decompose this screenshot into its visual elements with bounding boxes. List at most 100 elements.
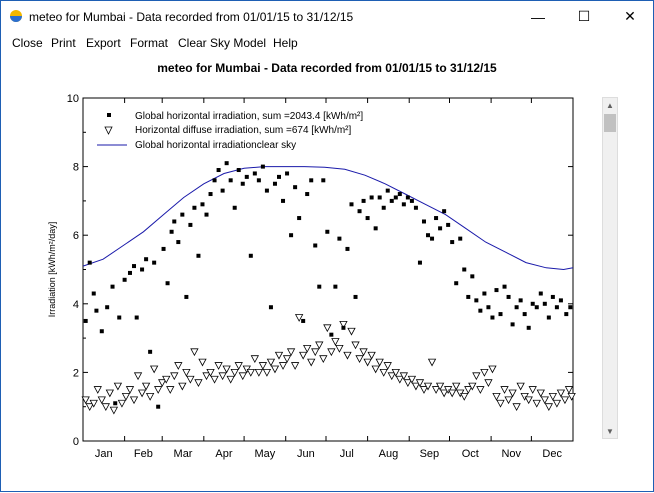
diffuse-point [323,324,332,333]
global-point [417,260,422,265]
global-point [289,233,294,238]
diffuse-point [214,362,223,370]
diffuse-point [206,369,215,377]
menu-clear-sky-model[interactable]: Clear Sky Model [178,36,267,50]
diffuse-point [101,403,110,412]
diffuse-point [359,348,368,357]
diffuse-point [198,358,207,367]
global-point [434,216,439,221]
diffuse-point [492,393,501,401]
global-point [232,205,237,210]
diffuse-point [282,355,292,364]
global-point [474,298,479,303]
diffuse-point [496,399,505,408]
diffuse-point [238,372,247,381]
global-point [260,164,265,169]
global-point [430,236,435,241]
diffuse-point [182,369,191,377]
menu-help[interactable]: Help [273,36,298,50]
global-point [301,318,306,323]
global-point [99,329,104,334]
global-point [369,195,374,200]
global-point [293,185,298,190]
maximize-button[interactable]: ☐ [561,1,607,32]
global-point [530,301,535,306]
maximize-icon: ☐ [577,8,591,24]
global-point [252,171,257,176]
global-point [228,178,233,183]
global-point [156,404,161,409]
global-point [385,188,390,193]
global-point [144,257,149,262]
diffuse-point [560,396,570,405]
global-point [446,222,451,227]
global-point [161,246,166,251]
x-tick-label-feb: Feb [134,448,153,460]
chart-title: meteo for Mumbai - Data recorded from 01… [157,61,497,75]
diffuse-point [488,365,497,374]
diffuse-point [294,314,304,322]
menu-bar: Close Print Export Format Clear Sky Mode… [1,33,653,53]
global-point [526,325,531,330]
global-point [240,181,245,186]
global-point [522,312,527,317]
legend-label-diffuse: Horizontal diffuse irradiation, sum =674… [135,125,352,136]
global-point [134,315,139,320]
global-point [248,253,253,258]
close-icon: ✕ [624,8,636,24]
menu-export[interactable]: Export [86,36,121,50]
global-point [192,205,197,210]
diffuse-point [476,386,485,394]
diffuse-point [516,382,525,391]
menu-format[interactable]: Format [130,36,169,50]
diffuse-point [230,369,239,377]
global-point [542,301,547,306]
x-tick-label-oct: Oct [462,448,479,460]
diffuse-point [556,389,566,398]
x-tick-label-jul: Jul [340,448,354,460]
global-point [321,178,326,183]
diffuse-point [504,396,513,405]
title-bar[interactable]: meteo for Mumbai - Data recorded from 01… [1,1,653,32]
diffuse-point [162,375,171,384]
vertical-scrollbar[interactable]: ▲ ▼ [602,97,618,439]
diffuse-point [327,348,336,357]
global-point [184,294,189,299]
x-tick-label-sep: Sep [420,448,440,460]
close-window-button[interactable]: ✕ [607,1,653,32]
global-point [105,305,110,310]
diffuse-point [567,393,576,401]
diffuse-point [464,386,473,394]
menu-close[interactable]: Close [12,36,43,50]
diffuse-point [363,358,372,367]
y-tick-label: 4 [73,299,79,311]
diffuse-point [97,396,106,405]
scroll-up-icon[interactable]: ▲ [606,100,614,110]
global-point [353,294,358,299]
minimize-button[interactable]: — [515,1,561,32]
global-point [188,222,193,227]
global-point [122,277,127,282]
diffuse-point [419,386,429,394]
diffuse-point [403,379,413,388]
global-point [268,305,273,310]
irradiation-chart: 0 2 4 6 8 10 Jan Feb Mar Apr May Jun Jul Aug Sep Oct Nov… [47,93,576,460]
menu-print[interactable]: Print [51,36,76,50]
global-point [462,267,467,272]
legend-marker-global [107,113,111,117]
y-tick-label: 0 [73,436,79,448]
scroll-down-icon[interactable]: ▼ [606,426,614,436]
diffuse-point [113,382,123,391]
global-point [140,267,145,272]
global-point [165,281,170,286]
diffuse-point [427,358,437,367]
diffuse-point [339,320,348,329]
x-tick-label-dec: Dec [542,448,562,460]
scroll-thumb[interactable] [604,114,616,132]
diffuse-point [347,327,356,336]
diffuse-point [250,355,260,364]
global-point [172,219,177,224]
global-point [313,243,318,248]
diffuse-point [552,399,562,408]
